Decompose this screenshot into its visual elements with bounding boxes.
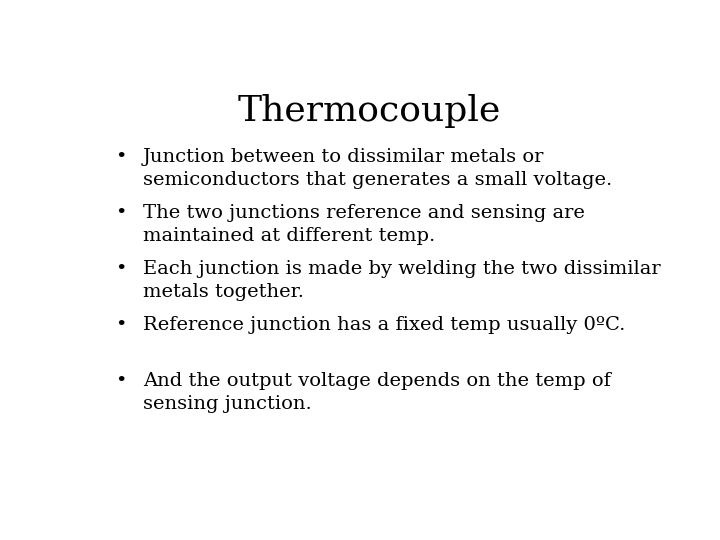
Text: •: • <box>115 204 127 222</box>
Text: And the output voltage depends on the temp of
sensing junction.: And the output voltage depends on the te… <box>143 373 611 414</box>
Text: •: • <box>115 260 127 278</box>
Text: Junction between to dissimilar metals or
semiconductors that generates a small v: Junction between to dissimilar metals or… <box>143 148 612 189</box>
Text: •: • <box>115 373 127 390</box>
Text: •: • <box>115 316 127 334</box>
Text: Reference junction has a fixed temp usually 0ºC.: Reference junction has a fixed temp usua… <box>143 316 626 334</box>
Text: Thermocouple: Thermocouple <box>238 94 500 128</box>
Text: Each junction is made by welding the two dissimilar
metals together.: Each junction is made by welding the two… <box>143 260 661 301</box>
Text: The two junctions reference and sensing are
maintained at different temp.: The two junctions reference and sensing … <box>143 204 585 245</box>
Text: •: • <box>115 148 127 166</box>
